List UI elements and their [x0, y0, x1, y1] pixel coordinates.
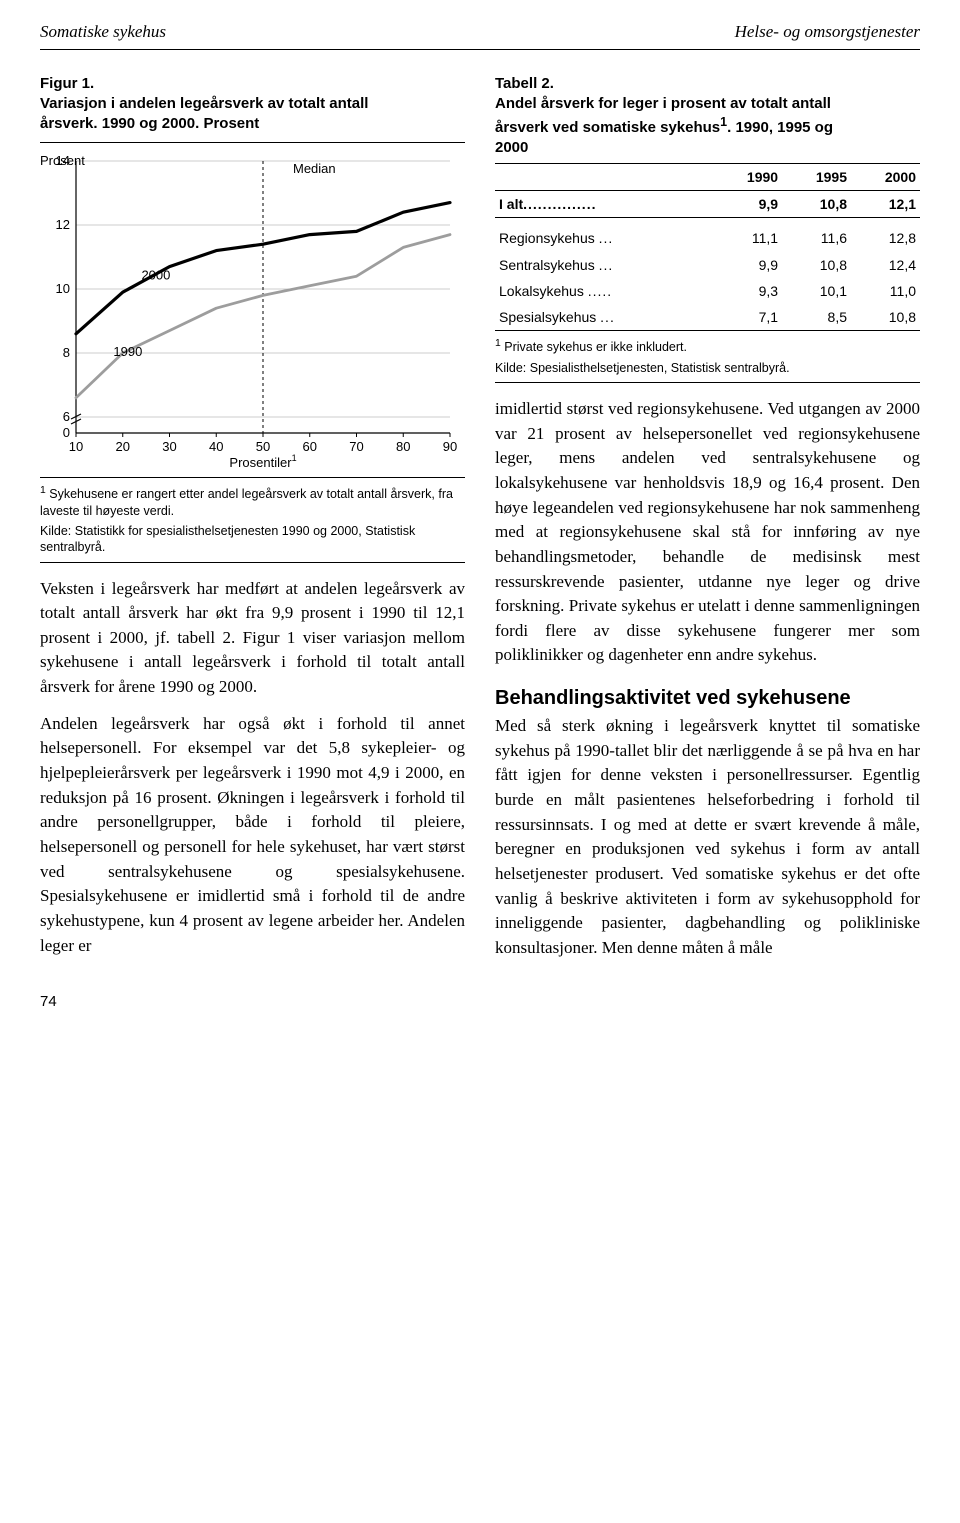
figure-1-footnote: 1 Sykehusene er rangert etter andel lege…: [40, 484, 465, 519]
table-cell: 8,5: [782, 304, 851, 331]
table-cell: 11,0: [851, 278, 920, 304]
right-paragraph-2: Med så sterk økning i legeårsverk knytte…: [495, 714, 920, 960]
table-header: [495, 163, 713, 190]
svg-text:2000: 2000: [141, 268, 170, 283]
table-header: 1995: [782, 163, 851, 190]
table-cell: 9,9: [713, 252, 782, 278]
table-2: 199019952000I alt...............9,910,81…: [495, 163, 920, 332]
left-column: Figur 1. Variasjon i andelen legeårsverk…: [40, 74, 465, 961]
figure-1-title: Figur 1. Variasjon i andelen legeårsverk…: [40, 74, 465, 135]
table-2-label: Tabell 2.: [495, 74, 570, 94]
line-chart-svg: Median068101214Prosent102030405060708090…: [40, 151, 460, 471]
table-row-label: I alt...............: [495, 190, 713, 217]
header-left: Somatiske sykehus: [40, 20, 166, 45]
svg-text:0: 0: [63, 425, 70, 440]
svg-text:Median: Median: [293, 161, 336, 176]
table-2-caption: Andel årsverk for leger i prosent av tot…: [495, 94, 841, 159]
right-paragraph-1: imidlertid størst ved regionsykehusene. …: [495, 397, 920, 668]
svg-text:80: 80: [396, 439, 410, 454]
svg-text:1990: 1990: [113, 345, 142, 360]
table-cell: 9,9: [713, 190, 782, 217]
table-2-footnote: 1 Private sykehus er ikke inkludert.: [495, 337, 920, 355]
figure-1-source: Kilde: Statistikk for spesialisthelsetje…: [40, 523, 465, 556]
table-cell: 7,1: [713, 304, 782, 331]
table-cell: 11,6: [782, 218, 851, 251]
table-header: 2000: [851, 163, 920, 190]
table-2-title: Tabell 2. Andel årsverk for leger i pros…: [495, 74, 920, 159]
svg-text:60: 60: [303, 439, 317, 454]
section-heading: Behandlingsaktivitet ved sykehusene: [495, 686, 920, 710]
table-cell: 12,4: [851, 252, 920, 278]
svg-text:90: 90: [443, 439, 457, 454]
table-cell: 12,1: [851, 190, 920, 217]
svg-text:70: 70: [349, 439, 363, 454]
svg-text:40: 40: [209, 439, 223, 454]
page-header: Somatiske sykehus Helse- og omsorgstjene…: [40, 20, 920, 50]
svg-text:50: 50: [256, 439, 270, 454]
table-row-label: Sentralsykehus ...: [495, 252, 713, 278]
header-right: Helse- og omsorgstjenester: [735, 20, 920, 45]
table-row-label: Regionsykehus ...: [495, 218, 713, 251]
svg-text:12: 12: [56, 217, 70, 232]
table-cell: 10,8: [851, 304, 920, 331]
svg-text:6: 6: [63, 409, 70, 424]
page-number: 74: [40, 991, 920, 1013]
table-row-label: Lokalsykehus .....: [495, 278, 713, 304]
table-header: 1990: [713, 163, 782, 190]
svg-text:8: 8: [63, 345, 70, 360]
table-row-label: Spesialsykehus ...: [495, 304, 713, 331]
figure-1-label: Figur 1.: [40, 74, 108, 94]
table-cell: 12,8: [851, 218, 920, 251]
table-cell: 11,1: [713, 218, 782, 251]
figure-1-chart: Median068101214Prosent102030405060708090…: [40, 151, 465, 471]
table-2-source: Kilde: Spesialisthelsetjenesten, Statist…: [495, 360, 920, 376]
svg-text:Prosentiler1: Prosentiler1: [229, 453, 296, 470]
right-column: Tabell 2. Andel årsverk for leger i pros…: [495, 74, 920, 961]
svg-text:30: 30: [162, 439, 176, 454]
table-cell: 10,8: [782, 252, 851, 278]
svg-text:10: 10: [69, 439, 83, 454]
svg-text:20: 20: [116, 439, 130, 454]
table-cell: 9,3: [713, 278, 782, 304]
footnote-text: Sykehusene er rangert etter andel legeår…: [40, 488, 453, 518]
figure-1-caption: Variasjon i andelen legeårsverk av total…: [40, 94, 393, 135]
left-paragraph-1: Veksten i legeårsverk har medført at and…: [40, 577, 465, 700]
left-paragraph-2: Andelen legeårsverk har også økt i forho…: [40, 712, 465, 958]
svg-text:Prosent: Prosent: [40, 153, 85, 168]
svg-text:10: 10: [56, 281, 70, 296]
table-cell: 10,1: [782, 278, 851, 304]
table-cell: 10,8: [782, 190, 851, 217]
